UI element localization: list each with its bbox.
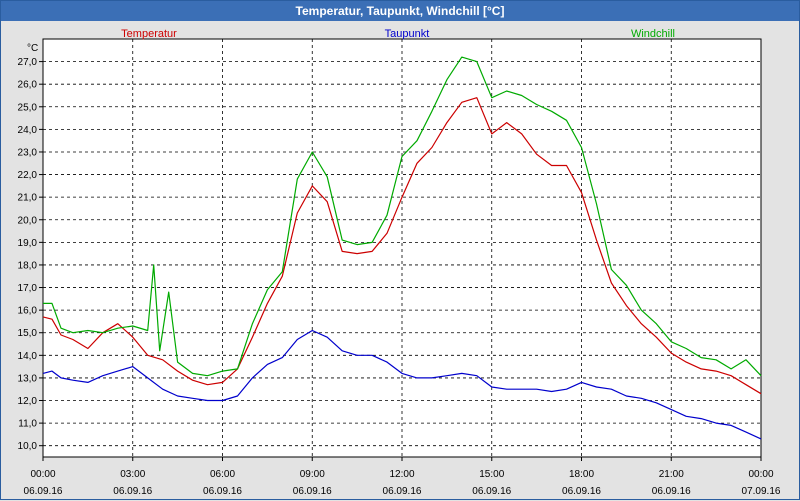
y-tick-label: 18,0	[18, 260, 38, 271]
y-tick-label: 16,0	[18, 306, 38, 317]
x-tick-time: 09:00	[300, 469, 325, 480]
legend-windchill: Windchill	[631, 28, 675, 40]
x-tick-date: 06.09.16	[472, 486, 511, 497]
legend-temperatur: Temperatur	[121, 28, 177, 40]
y-tick-label: 14,0	[18, 351, 38, 362]
y-tick-label: 23,0	[18, 147, 38, 158]
legend-taupunkt: Taupunkt	[385, 28, 430, 40]
series-line-windchill	[43, 56, 762, 377]
y-tick-label: 27,0	[18, 57, 38, 68]
x-tick-date: 06.09.16	[383, 486, 422, 497]
x-tick-time: 00:00	[30, 469, 55, 480]
y-tick-label: 24,0	[18, 125, 38, 136]
y-tick-label: 15,0	[18, 328, 38, 339]
x-tick-time: 15:00	[479, 469, 504, 480]
x-tick-date: 06.09.16	[24, 486, 63, 497]
y-tick-label: 22,0	[18, 170, 38, 181]
x-tick-date: 06.09.16	[203, 486, 242, 497]
x-tick-date: 07.09.16	[742, 486, 781, 497]
y-tick-label: 25,0	[18, 102, 38, 113]
y-tick-label: 17,0	[18, 283, 38, 294]
x-tick-time: 12:00	[389, 469, 414, 480]
x-tick-time: 03:00	[120, 469, 145, 480]
y-tick-label: 12,0	[18, 396, 38, 407]
series-line-temperatur	[42, 97, 762, 395]
y-tick-label: 11,0	[18, 419, 37, 430]
x-tick-date: 06.09.16	[562, 486, 601, 497]
y-tick-label: 13,0	[18, 373, 38, 384]
y-tick-label: 19,0	[18, 238, 38, 249]
y-tick-label: 20,0	[18, 215, 38, 226]
x-tick-time: 18:00	[569, 469, 594, 480]
x-tick-date: 06.09.16	[113, 486, 152, 497]
window-title: Temperatur, Taupunkt, Windchill [°C]	[1, 1, 799, 21]
y-tick-label: 21,0	[18, 193, 38, 204]
y-tick-label: 10,0	[18, 441, 38, 452]
y-unit-label: °C	[27, 43, 38, 54]
x-tick-time: 00:00	[748, 469, 773, 480]
x-tick-time: 21:00	[659, 469, 684, 480]
x-tick-time: 06:00	[210, 469, 235, 480]
y-tick-label: 26,0	[18, 80, 38, 91]
x-tick-date: 06.09.16	[293, 486, 332, 497]
x-tick-date: 06.09.16	[652, 486, 691, 497]
series-line-taupunkt	[42, 329, 762, 440]
